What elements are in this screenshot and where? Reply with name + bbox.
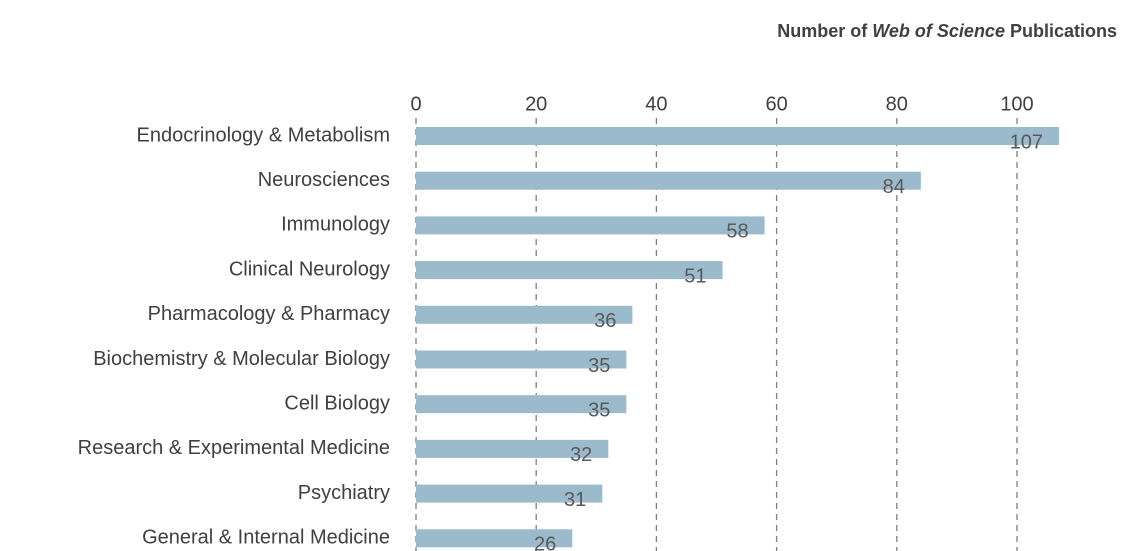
x-tick-label: 20	[525, 93, 547, 115]
x-tick-label: 40	[645, 93, 667, 115]
y-tick-label: Psychiatry	[298, 482, 390, 504]
x-tick-label: 80	[886, 93, 908, 115]
value-label: 51	[684, 265, 706, 287]
bar	[416, 261, 723, 280]
axis-title-part: Number of	[777, 21, 872, 41]
y-tick-label: Clinical Neurology	[229, 258, 390, 280]
value-label: 58	[726, 221, 748, 243]
axis-title: Number of Web of Science Publications	[777, 21, 1117, 41]
bar	[416, 216, 765, 235]
value-label: 84	[883, 176, 905, 198]
bar	[416, 350, 627, 369]
bar	[416, 484, 603, 503]
y-tick-label: Endocrinology & Metabolism	[137, 124, 390, 146]
value-label: 36	[594, 310, 616, 332]
x-tick-label: 100	[1000, 93, 1033, 115]
value-label: 107	[1010, 131, 1043, 153]
y-tick-label: Research & Experimental Medicine	[78, 437, 390, 459]
axis-title-part: Web of Science	[872, 21, 1005, 41]
x-tick-label: 60	[765, 93, 787, 115]
bar	[416, 171, 921, 190]
y-tick-label: Immunology	[281, 214, 390, 236]
value-label: 26	[534, 534, 556, 551]
y-tick-label: Cell Biology	[284, 392, 390, 414]
bar	[416, 127, 1060, 145]
value-label: 35	[588, 355, 610, 377]
value-label: 35	[588, 399, 610, 421]
bar	[416, 529, 573, 548]
y-tick-label: Neurosciences	[258, 169, 390, 191]
x-tick-label: 0	[410, 93, 421, 115]
bar	[416, 395, 627, 414]
bar	[416, 305, 633, 324]
value-label: 31	[564, 489, 586, 511]
axis-title-part: Publications	[1005, 21, 1117, 41]
y-tick-label: General & Internal Medicine	[142, 527, 390, 549]
value-label: 32	[570, 444, 592, 466]
y-tick-label: Biochemistry & Molecular Biology	[93, 348, 390, 370]
y-tick-label: Pharmacology & Pharmacy	[148, 303, 390, 325]
bar	[416, 439, 609, 458]
